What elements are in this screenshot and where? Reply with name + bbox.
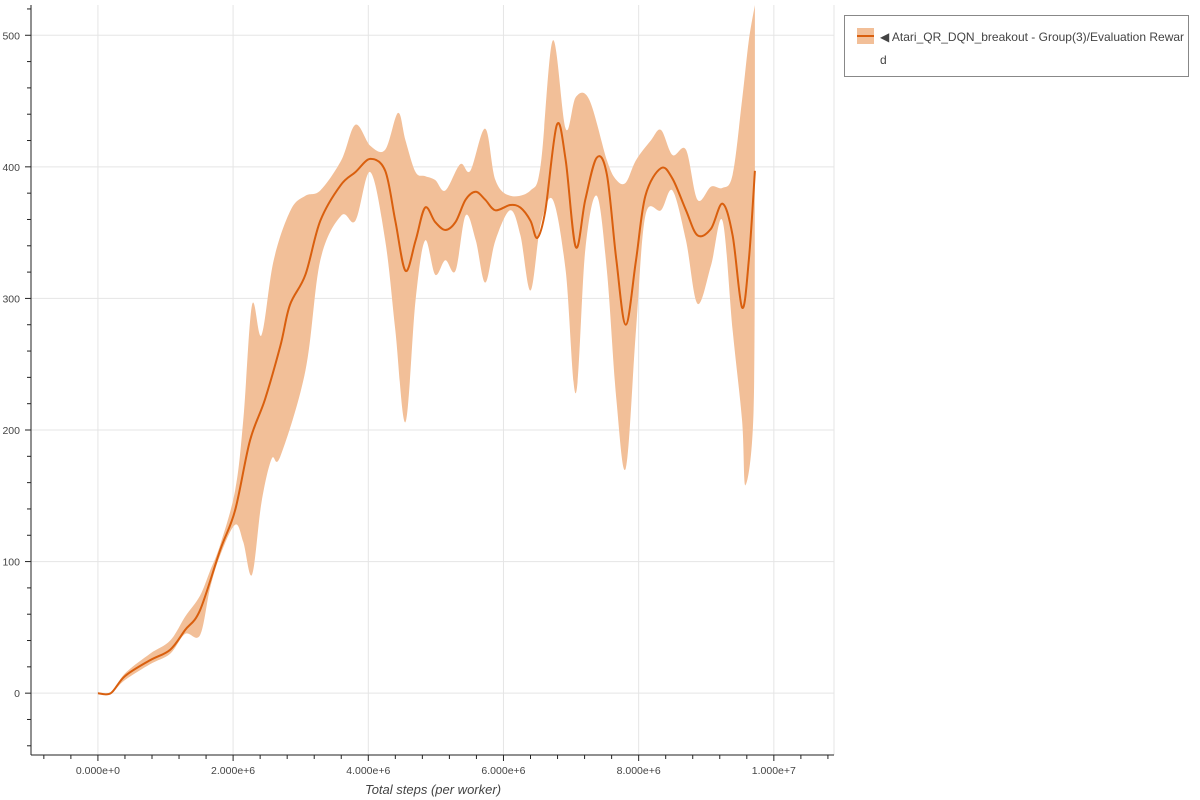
y-tick-label: 200 — [2, 425, 20, 437]
x-tick-label: 4.000e+6 — [346, 765, 390, 777]
legend-swatch — [857, 28, 874, 44]
y-tick-label: 300 — [2, 293, 20, 305]
x-tick-label: 1.000e+7 — [752, 765, 796, 777]
y-tick-label: 500 — [2, 30, 20, 42]
legend[interactable]: ◀ Atari_QR_DQN_breakout - Group(3)/Evalu… — [844, 15, 1189, 77]
x-tick-label: 0.000e+0 — [76, 765, 120, 777]
y-tick-label: 100 — [2, 557, 20, 569]
x-tick-label: 6.000e+6 — [481, 765, 525, 777]
confidence-band — [97, 5, 755, 695]
plot-area — [97, 5, 756, 696]
x-tick-label: 8.000e+6 — [617, 765, 661, 777]
y-tick-label: 0 — [14, 688, 20, 700]
mean-line — [97, 122, 756, 696]
legend-label: ◀ Atari_QR_DQN_breakout - Group(3)/Evalu… — [880, 30, 1185, 67]
x-axis-label: Total steps (per worker) — [365, 782, 501, 797]
legend-line-swatch — [857, 35, 874, 37]
axes: 0.000e+0 2.000e+6 4.000e+6 6.000e+6 8.000e+6… — [2, 5, 834, 777]
y-tick-label: 400 — [2, 162, 20, 174]
x-tick-label: 2.000e+6 — [211, 765, 255, 777]
grid — [31, 5, 835, 755]
